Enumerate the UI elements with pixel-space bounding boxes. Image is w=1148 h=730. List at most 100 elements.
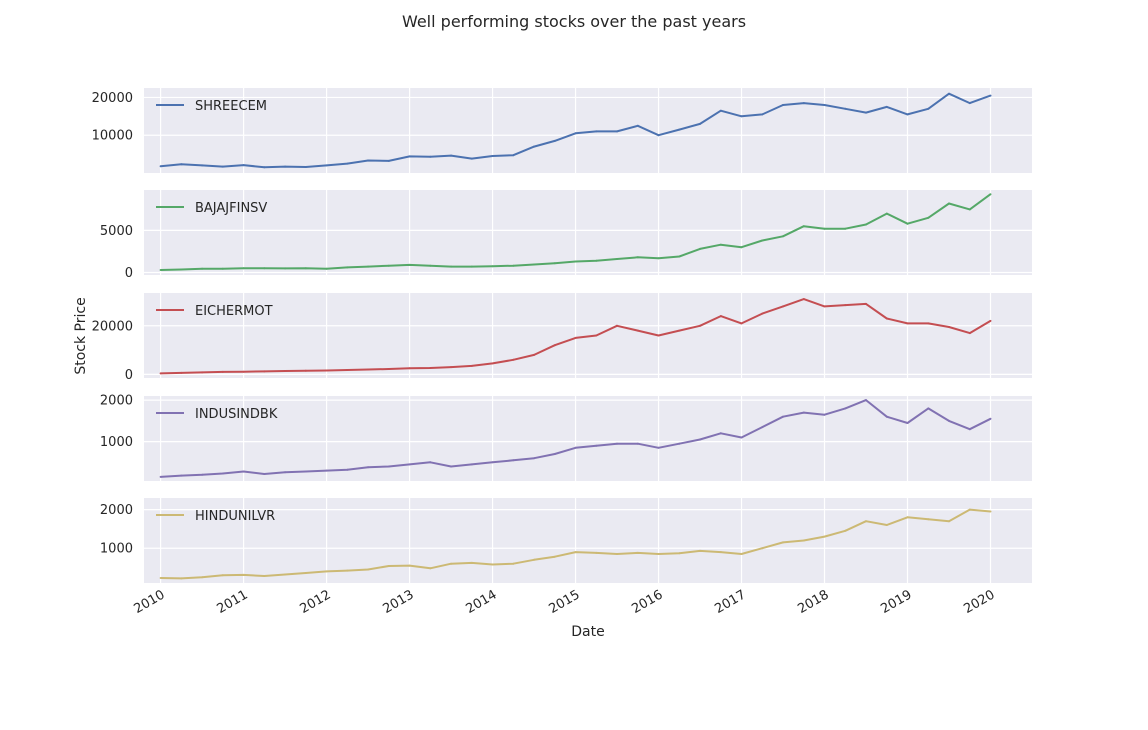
data-point (906, 113, 909, 116)
data-point (968, 428, 971, 431)
y-tick-label: 20000 (92, 319, 133, 334)
data-point (574, 260, 577, 263)
data-point (844, 407, 847, 410)
data-point (470, 265, 473, 268)
data-point (242, 370, 245, 373)
data-point (201, 164, 204, 167)
data-point (906, 322, 909, 325)
data-point (408, 263, 411, 266)
data-point (948, 92, 950, 95)
data-point (491, 265, 494, 268)
data-point (367, 466, 370, 469)
data-point (699, 549, 701, 552)
data-point (699, 324, 701, 327)
data-point (346, 369, 349, 371)
x-tick-label: 2019 (878, 587, 914, 617)
data-point (740, 246, 743, 249)
data-point (574, 336, 577, 339)
x-tick-label: 2016 (629, 587, 665, 617)
y-tick-label: 20000 (92, 91, 133, 106)
data-point (678, 442, 681, 445)
data-point (740, 436, 743, 439)
data-point (533, 353, 536, 356)
data-point (844, 227, 847, 230)
data-point (927, 518, 930, 521)
data-point (678, 255, 681, 258)
data-point (201, 576, 204, 579)
data-point (782, 415, 784, 418)
data-point (450, 154, 453, 157)
data-point (574, 132, 577, 135)
y-tick-label: 10000 (92, 129, 133, 144)
data-point (242, 267, 245, 270)
data-point (325, 164, 328, 167)
x-axis-ticks: 2010 2011 2012 2013 2014 2015 2016 2017 2018 2019… (131, 587, 997, 617)
data-point (450, 265, 453, 268)
data-point (761, 426, 764, 429)
legend: EICHERMOT (156, 304, 273, 319)
x-tick-label: 2020 (961, 587, 997, 617)
data-point (595, 130, 598, 133)
x-tick-label: 2018 (795, 587, 831, 617)
subplot-panels: 10000 20000 SHREECEM 0 5000 BAJAJFINSV 0 20000 E… (92, 88, 1032, 583)
data-point (553, 139, 556, 142)
x-tick-label: 2010 (131, 587, 167, 617)
subplot-indusindbk: 1000 2000 INDUSINDBK (100, 394, 1032, 481)
data-point (595, 259, 598, 262)
data-point (678, 128, 681, 131)
data-point (906, 516, 909, 519)
data-point (470, 561, 473, 564)
data-point (159, 372, 162, 375)
legend: BAJAJFINSV (156, 201, 267, 216)
data-point (284, 165, 287, 168)
legend: SHREECEM (156, 99, 267, 114)
data-point (719, 243, 722, 246)
data-point (885, 212, 888, 215)
data-point (802, 225, 805, 228)
data-point (429, 461, 432, 464)
data-point (657, 334, 660, 337)
data-point (304, 572, 307, 574)
data-point (802, 298, 805, 301)
data-point (387, 368, 390, 370)
data-point (885, 524, 888, 526)
data-point (470, 463, 473, 466)
data-point (885, 415, 888, 418)
data-point (201, 371, 204, 374)
data-point (740, 115, 743, 118)
data-point (595, 334, 598, 337)
y-tick-label: 1000 (100, 435, 133, 450)
data-point (823, 104, 826, 106)
subplot-shreecem: 10000 20000 SHREECEM (92, 88, 1032, 173)
x-tick-label: 2011 (214, 587, 250, 617)
data-point (221, 370, 224, 373)
data-point (367, 159, 370, 162)
data-point (367, 368, 370, 371)
data-point (491, 155, 494, 157)
data-point (408, 564, 411, 567)
data-point (159, 165, 162, 168)
data-point (159, 269, 162, 271)
data-point (636, 442, 639, 445)
data-point (761, 113, 764, 116)
plot-area-background (144, 498, 1032, 583)
data-point (865, 111, 867, 114)
legend: HINDUNILVR (156, 509, 275, 524)
y-tick-label: 5000 (100, 224, 133, 239)
data-point (823, 305, 826, 308)
data-point (387, 264, 390, 267)
plot-area-background (144, 396, 1032, 481)
data-point (782, 305, 784, 308)
data-point (263, 473, 266, 475)
legend-label: SHREECEM (195, 99, 267, 114)
data-point (844, 304, 847, 307)
data-point (221, 574, 224, 577)
data-point (221, 267, 224, 270)
data-point (346, 162, 349, 165)
data-point (263, 575, 266, 577)
data-point (408, 463, 411, 466)
y-axis-label: Stock Price (73, 297, 89, 374)
data-point (989, 510, 992, 513)
data-point (719, 432, 722, 435)
data-point (387, 565, 390, 567)
